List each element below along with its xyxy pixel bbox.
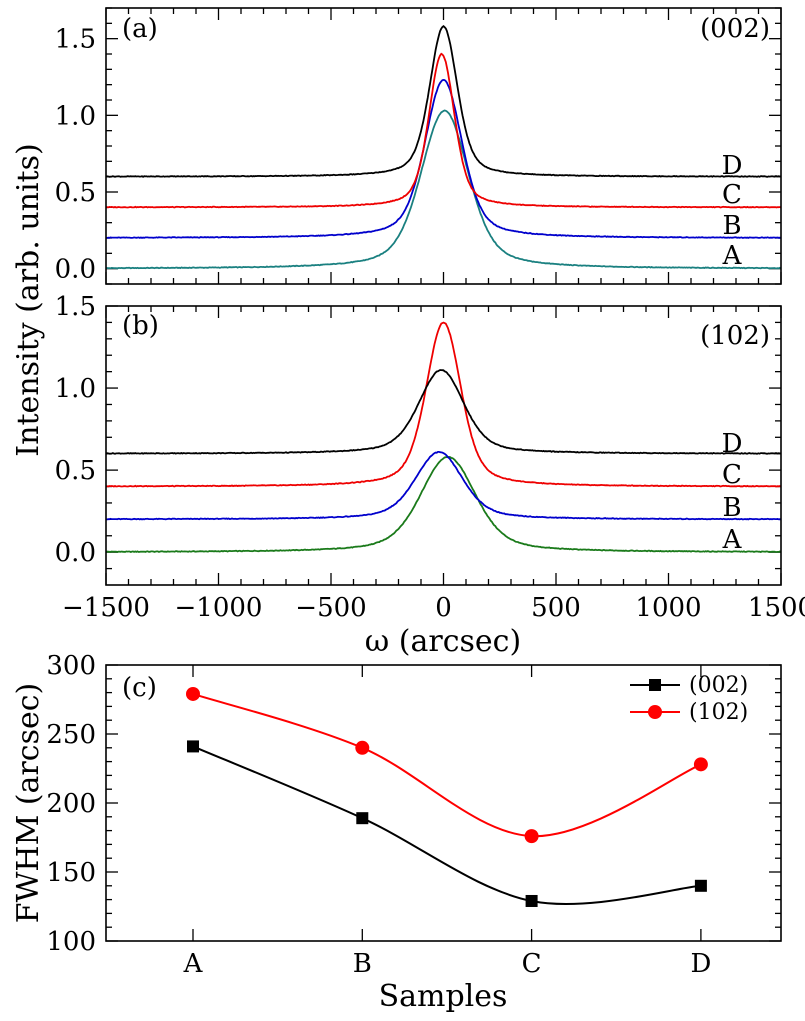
- panel-b-curve-b: [106, 451, 782, 521]
- panel-c-frame: [105, 664, 782, 942]
- panel-b-frame: [105, 305, 782, 586]
- panel-b-curve-d: [105, 369, 782, 455]
- panel-b-x-tick-label: −1500: [62, 593, 150, 623]
- panel-b-label: (b): [122, 311, 159, 341]
- legend-102-label: (102): [689, 700, 748, 725]
- panel-c-y-tick-label: 300: [46, 651, 96, 681]
- panel-c-y-tick-label: 150: [46, 858, 96, 888]
- panel-b-curve-label-b: B: [722, 493, 741, 523]
- panel-a-curve-a: [105, 109, 782, 270]
- panel-b-curve-label-a: A: [722, 525, 743, 555]
- panel-c-legend: (002) (102): [630, 673, 748, 725]
- panel-a-curve-d: [105, 25, 782, 178]
- panel-c-point-102-d: [693, 757, 708, 772]
- panel-a-frame: [105, 7, 782, 285]
- panel-c-y-tick-label: 100: [46, 927, 96, 957]
- panel-c-x-tick-label: A: [183, 949, 204, 979]
- panel-a-y-tick-label: 1.5: [55, 25, 96, 55]
- panel-a-curve-c: [105, 52, 782, 209]
- panel-c-point-002-b: [356, 812, 369, 825]
- panel-a-curve-label-b: B: [722, 211, 741, 241]
- panel-c-y-tick-label: 250: [46, 720, 96, 750]
- panel-c-x-tick-label: C: [522, 949, 542, 979]
- panel-c-y-axis-title: FWHM (arcsec): [11, 683, 46, 923]
- panel-a-curve-label-a: A: [722, 241, 743, 271]
- panel-b-x-tick-label: −1000: [175, 593, 263, 623]
- panel-a-y-tick-label: 0.0: [55, 255, 96, 285]
- panel-b-curve-a: [105, 455, 782, 553]
- panel-c-x-axis-title: Samples: [379, 979, 508, 1014]
- panel-a-curve-label-d: D: [722, 151, 743, 181]
- legend-002-marker: [649, 679, 661, 691]
- panel-c-point-002-d: [694, 879, 707, 892]
- panel-b-y-tick-label: 0.0: [55, 538, 96, 568]
- panel-c-y-tick-label: 200: [46, 789, 96, 819]
- panel-b-y-tick-label: 0.5: [55, 456, 96, 486]
- panel-b-x-tick-label: 1500: [748, 593, 805, 623]
- panel-c-line-102: [192, 693, 702, 838]
- panel-c-point-002-a: [187, 740, 199, 753]
- intensity-y-axis-title: Intensity (arb. units): [11, 143, 46, 456]
- panel-c-point-102-a: [186, 686, 200, 701]
- panel-c-label: (c): [122, 673, 157, 703]
- panel-b-x-tick-label: 500: [531, 593, 581, 623]
- panel-b-curve-c: [105, 321, 782, 488]
- panel-c-x-tick-label: B: [353, 949, 372, 979]
- panel-c-point-002-c: [525, 894, 538, 907]
- panel-b-reflection: (102): [700, 321, 770, 351]
- panel-b-curve-label-d: D: [722, 429, 743, 459]
- panel-c: A B C D 100 150 200 250 300 (c) (002) (102) Samp…: [11, 651, 782, 1014]
- panel-a-y-tick-label: 0.5: [55, 178, 96, 208]
- legend-002-label: (002): [689, 673, 748, 698]
- panel-a: 0.0 0.5 1.0 1.5 (a) (002) D C B A: [55, 7, 782, 285]
- panel-b-y-tick-label: 1.5: [55, 292, 96, 322]
- panel-b-x-tick-label: 1000: [635, 593, 701, 623]
- panel-c-point-102-b: [355, 740, 370, 755]
- panel-b-x-axis-title: ω (arcsec): [365, 624, 521, 659]
- panel-a-curve-b: [105, 78, 782, 239]
- panel-a-curve-label-c: C: [722, 180, 742, 210]
- panel-c-x-tick-label: D: [690, 949, 711, 979]
- panel-b-x-tick-label: 0: [435, 593, 452, 623]
- panel-c-point-102-c: [524, 829, 539, 844]
- panel-b-x-tick-label: −500: [295, 593, 366, 623]
- panel-a-reflection: (002): [700, 14, 770, 44]
- panel-b-curve-label-c: C: [722, 460, 742, 490]
- panel-b-y-tick-label: 1.0: [55, 374, 96, 404]
- legend-102-marker: [648, 705, 662, 719]
- panel-b: −1500 −1000 −500 0 500 1000 1500 0.0 0.5 1.0 1.5 (…: [55, 292, 805, 659]
- panel-a-label: (a): [122, 14, 158, 44]
- panel-c-line-002: [192, 745, 701, 905]
- panel-a-y-tick-label: 1.0: [55, 101, 96, 131]
